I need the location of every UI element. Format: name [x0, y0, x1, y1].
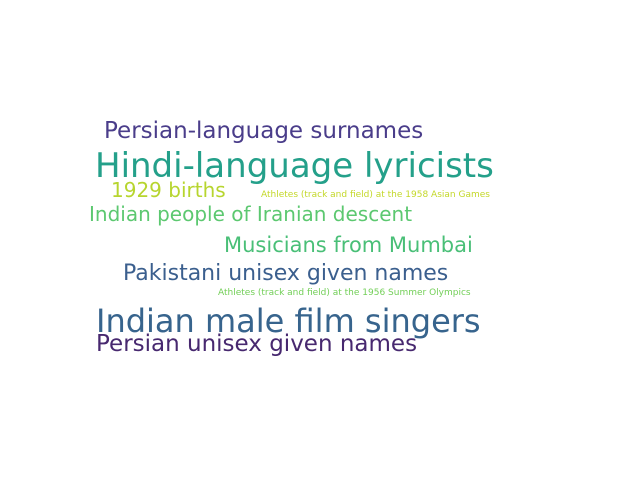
word-1: Persian-language surnames [104, 118, 424, 144]
word-7: Pakistani unisex given names [123, 261, 449, 286]
word-9: Indian male film singers [96, 302, 481, 340]
word-4: Athletes (track and field) at the 1958 A… [261, 190, 490, 200]
word-10: Persian unisex given names [96, 331, 418, 357]
word-3: 1929 births [111, 178, 226, 202]
word-5: Indian people of Iranian descent [89, 202, 413, 226]
word-6: Musicians from Mumbai [224, 233, 473, 257]
word-8: Athletes (track and field) at the 1956 S… [218, 288, 471, 298]
word-2: Hindi-language lyricists [95, 146, 494, 186]
